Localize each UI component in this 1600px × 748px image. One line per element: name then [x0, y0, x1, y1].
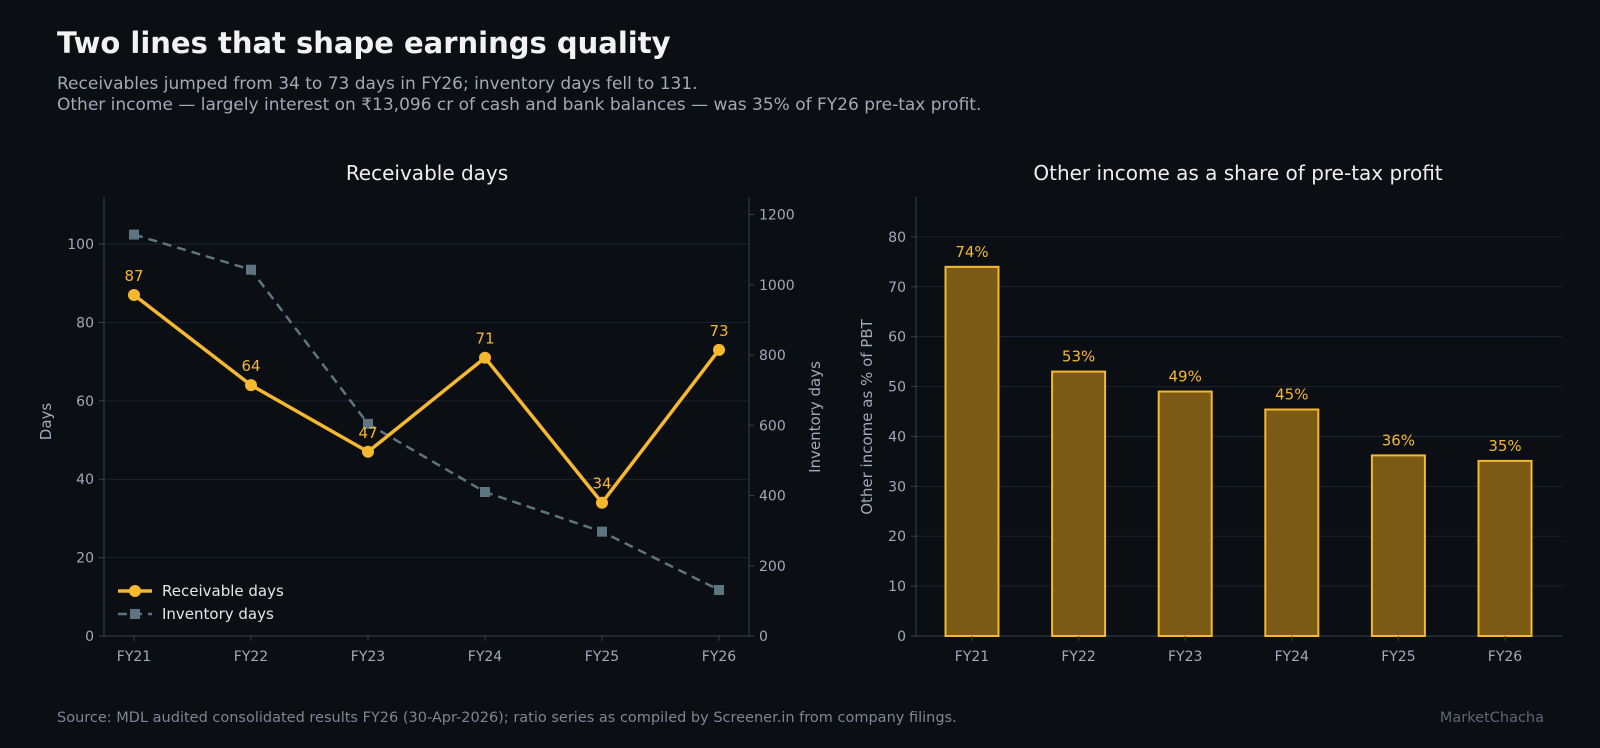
- legend-receivable-marker: [129, 585, 141, 597]
- y-tick-label: 0: [897, 629, 906, 645]
- subtitle-line-2: Other income — largely interest on ₹13,0…: [57, 95, 982, 115]
- y2-tick-label: 800: [759, 348, 786, 364]
- x-tick-label: FY26: [702, 649, 737, 665]
- subtitle-line-1: Receivables jumped from 34 to 73 days in…: [57, 74, 698, 94]
- inventory-line: [133, 233, 720, 592]
- y2-tick-label: 1000: [759, 278, 795, 294]
- bar-data-label: 49%: [1169, 368, 1202, 386]
- receivable-point: [128, 288, 140, 301]
- y2-tick-label: 200: [759, 559, 786, 575]
- receivable-point: [713, 343, 725, 356]
- x-tick-label: FY22: [234, 649, 268, 665]
- bar: [944, 265, 1000, 637]
- y2-tick-label: 1200: [759, 208, 795, 224]
- inventory-point: [714, 584, 724, 595]
- x-tick-label: FY24: [1275, 649, 1310, 665]
- x-tick-label: FY23: [1168, 649, 1202, 665]
- y-axis-label: Days: [37, 403, 55, 441]
- y-axis-label: Other income as % of PBT: [858, 318, 876, 514]
- y-tick-label: 80: [76, 315, 94, 331]
- y-tick-label: 50: [888, 380, 906, 396]
- x-tick-label: FY25: [1381, 649, 1415, 665]
- right-chart-title: Other income as a share of pre-tax profi…: [1033, 161, 1443, 185]
- x-tick-label: FY26: [1488, 649, 1523, 665]
- bar: [1264, 408, 1320, 637]
- bar-data-label: 74%: [955, 243, 988, 261]
- y2-tick-label: 400: [759, 489, 786, 505]
- bar-data-label: 35%: [1488, 437, 1521, 455]
- receivable-point: [245, 379, 257, 392]
- receivable-data-label: 64: [241, 357, 260, 375]
- y-tick-label: 20: [888, 529, 906, 545]
- legend-inventory-label: Inventory days: [162, 605, 274, 623]
- x-tick-label: FY24: [468, 649, 503, 665]
- inventory-point: [363, 418, 373, 429]
- bar: [1477, 459, 1533, 637]
- x-tick-label: FY23: [351, 649, 385, 665]
- y-tick-label: 70: [888, 280, 906, 296]
- inventory-point: [480, 487, 490, 498]
- receivable-data-label: 71: [475, 330, 494, 348]
- page-title: Two lines that shape earnings quality: [57, 26, 671, 60]
- bar-data-label: 53%: [1062, 348, 1095, 366]
- receivable-point: [362, 445, 374, 458]
- y-tick-label: 100: [67, 237, 94, 253]
- receivable-data-label: 34: [592, 475, 611, 493]
- receivable-point: [596, 496, 608, 509]
- y-tick-label: 80: [888, 230, 906, 246]
- y2-axis-label: Inventory days: [806, 361, 824, 473]
- y-tick-label: 60: [888, 330, 906, 346]
- y-tick-label: 30: [888, 479, 906, 495]
- source-note: Source: MDL audited consolidated results…: [57, 710, 957, 726]
- y-tick-label: 40: [76, 472, 94, 488]
- y-tick-label: 60: [76, 394, 94, 410]
- x-tick-label: FY21: [955, 649, 989, 665]
- left-chart-title: Receivable days: [345, 161, 509, 185]
- inventory-point: [597, 526, 607, 537]
- brand-label: MarketChacha: [1439, 710, 1544, 726]
- legend-receivable-label: Receivable days: [162, 582, 284, 600]
- inventory-point: [246, 264, 256, 275]
- receivable-data-label: 73: [709, 322, 728, 340]
- legend-inventory-marker: [130, 609, 140, 619]
- bar: [1370, 454, 1426, 638]
- y-tick-label: 20: [76, 551, 94, 567]
- receivable-line: [132, 293, 721, 505]
- inventory-point: [129, 229, 139, 240]
- bar: [1051, 370, 1107, 637]
- x-tick-label: FY21: [117, 649, 151, 665]
- y2-tick-label: 0: [759, 629, 768, 645]
- y-tick-label: 0: [85, 629, 94, 645]
- bar: [1157, 390, 1213, 637]
- y-tick-label: 40: [888, 429, 906, 445]
- x-tick-label: FY25: [585, 649, 619, 665]
- bar-data-label: 45%: [1275, 386, 1308, 404]
- receivable-point: [479, 351, 491, 364]
- receivable-data-label: 47: [358, 424, 377, 442]
- bar-data-label: 36%: [1382, 431, 1415, 449]
- y-tick-label: 10: [888, 579, 906, 595]
- y2-tick-label: 600: [759, 418, 786, 434]
- x-tick-label: FY22: [1061, 649, 1095, 665]
- receivable-data-label: 87: [124, 267, 143, 285]
